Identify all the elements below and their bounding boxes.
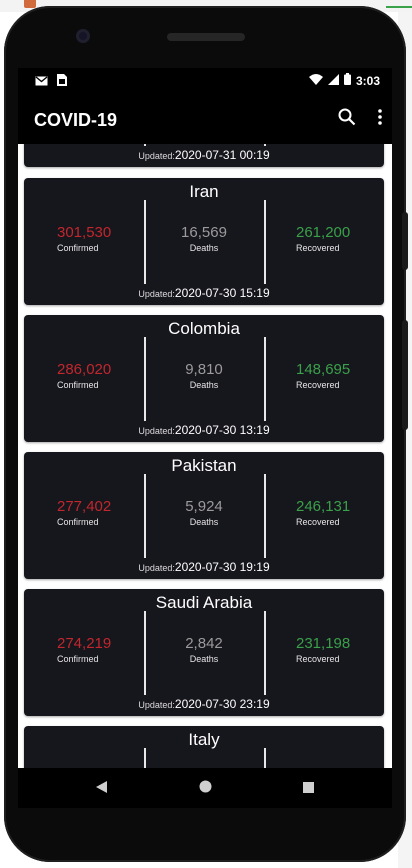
- country-card[interactable]: Iran 301,530 Confirmed 16,569 Deaths 261,2…: [24, 178, 384, 305]
- phone-frame: 3:03 COVID-19 Updated:2020-07-31 00:19: [4, 6, 408, 862]
- column-divider: [264, 611, 266, 695]
- column-divider: [264, 337, 266, 421]
- column-divider: [264, 144, 266, 146]
- back-icon[interactable]: [96, 780, 108, 798]
- home-icon[interactable]: [199, 780, 212, 798]
- confirmed-column: 301,530 Confirmed: [57, 224, 157, 253]
- front-camera: [76, 29, 90, 43]
- xml-file-icon: [24, 0, 36, 8]
- wifi-icon: [308, 72, 323, 90]
- column-divider: [264, 200, 266, 284]
- phone-screen: 3:03 COVID-19 Updated:2020-07-31 00:19: [18, 68, 392, 774]
- deaths-label: Deaths: [189, 517, 219, 527]
- deaths-column: 5,924 Deaths: [154, 498, 254, 527]
- deaths-label: Deaths: [189, 243, 219, 253]
- country-name: Iran: [189, 182, 219, 201]
- country-name: Colombia: [168, 319, 240, 338]
- column-divider: [144, 200, 146, 284]
- confirmed-value: 286,020: [57, 361, 112, 378]
- updated-text: Updated:2020-07-31 00:19: [138, 148, 270, 162]
- recovered-column: 246,131 Recovered: [296, 498, 392, 527]
- recovered-label: Recovered: [296, 654, 340, 664]
- sim-card-icon: [57, 73, 67, 91]
- volume-button[interactable]: [402, 212, 408, 270]
- recovered-value: 261,200: [296, 224, 351, 241]
- deaths-label: Deaths: [189, 380, 219, 390]
- recovered-value: 231,198: [296, 635, 351, 652]
- signal-icon: [327, 72, 339, 90]
- country-card[interactable]: Colombia 286,020 Confirmed 9,810 Deaths 14…: [24, 315, 384, 442]
- confirmed-value: 301,530: [57, 224, 112, 241]
- country-name: Italy: [188, 730, 220, 749]
- confirmed-value: 274,219: [57, 635, 112, 652]
- recovered-value: 148,695: [296, 361, 351, 378]
- deaths-value: 9,810: [185, 361, 223, 378]
- updated-text: Updated:2020-07-30 15:19: [138, 286, 270, 300]
- deaths-label: Deaths: [189, 654, 219, 664]
- confirmed-label: Confirmed: [57, 380, 99, 390]
- deaths-value: 16,569: [181, 224, 227, 241]
- confirmed-label: Confirmed: [57, 243, 99, 253]
- column-divider: [144, 474, 146, 558]
- recovered-value: 246,131: [296, 498, 351, 515]
- recovered-label: Recovered: [296, 380, 340, 390]
- deaths-value: 5,924: [185, 498, 223, 515]
- column-divider: [144, 144, 146, 146]
- confirmed-label: Confirmed: [57, 517, 99, 527]
- status-bar: 3:03: [18, 68, 392, 92]
- column-divider: [264, 748, 266, 774]
- battery-icon: [343, 72, 351, 90]
- country-name: Pakistan: [171, 456, 237, 475]
- recovered-column: 261,200 Recovered: [296, 224, 392, 253]
- power-button[interactable]: [402, 320, 408, 430]
- recovered-column: 148,695 Recovered: [296, 361, 392, 390]
- country-card[interactable]: Saudi Arabia 274,219 Confirmed 2,842 Death…: [24, 589, 384, 716]
- navigation-bar: [18, 768, 392, 808]
- confirmed-value: 277,402: [57, 498, 112, 515]
- country-list[interactable]: Updated:2020-07-31 00:19 Iran 301,530 Con…: [18, 144, 392, 774]
- country-card[interactable]: Pakistan 277,402 Confirmed 5,924 Deaths 24…: [24, 452, 384, 579]
- confirmed-column: 274,219 Confirmed: [57, 635, 157, 664]
- recovered-label: Recovered: [296, 243, 340, 253]
- confirmed-column: 277,402 Confirmed: [57, 498, 157, 527]
- deaths-column: 2,842 Deaths: [154, 635, 254, 664]
- column-divider: [144, 337, 146, 421]
- country-name: Saudi Arabia: [155, 593, 253, 612]
- search-icon[interactable]: [338, 108, 356, 131]
- country-card[interactable]: Italy: [24, 726, 384, 774]
- app-bar: COVID-19: [18, 92, 392, 144]
- column-divider: [144, 748, 146, 774]
- confirmed-column: 286,020 Confirmed: [57, 361, 157, 390]
- recovered-label: Recovered: [296, 517, 340, 527]
- desktop-accent-line: [386, 6, 412, 8]
- confirmed-label: Confirmed: [57, 654, 99, 664]
- updated-text: Updated:2020-07-30 13:19: [138, 423, 270, 437]
- more-vert-icon[interactable]: [378, 109, 382, 130]
- app-title: COVID-19: [34, 110, 118, 130]
- mail-icon: [35, 73, 48, 91]
- country-card[interactable]: Updated:2020-07-31 00:19: [24, 144, 384, 167]
- recents-icon[interactable]: [303, 780, 314, 798]
- earpiece-speaker: [167, 33, 245, 41]
- deaths-column: 16,569 Deaths: [154, 224, 254, 253]
- deaths-value: 2,842: [185, 635, 223, 652]
- column-divider: [264, 474, 266, 558]
- updated-text: Updated:2020-07-30 23:19: [138, 697, 270, 711]
- deaths-column: 9,810 Deaths: [154, 361, 254, 390]
- updated-text: Updated:2020-07-30 19:19: [138, 560, 270, 574]
- column-divider: [144, 611, 146, 695]
- recovered-column: 231,198 Recovered: [296, 635, 392, 664]
- status-time: 3:03: [355, 74, 380, 88]
